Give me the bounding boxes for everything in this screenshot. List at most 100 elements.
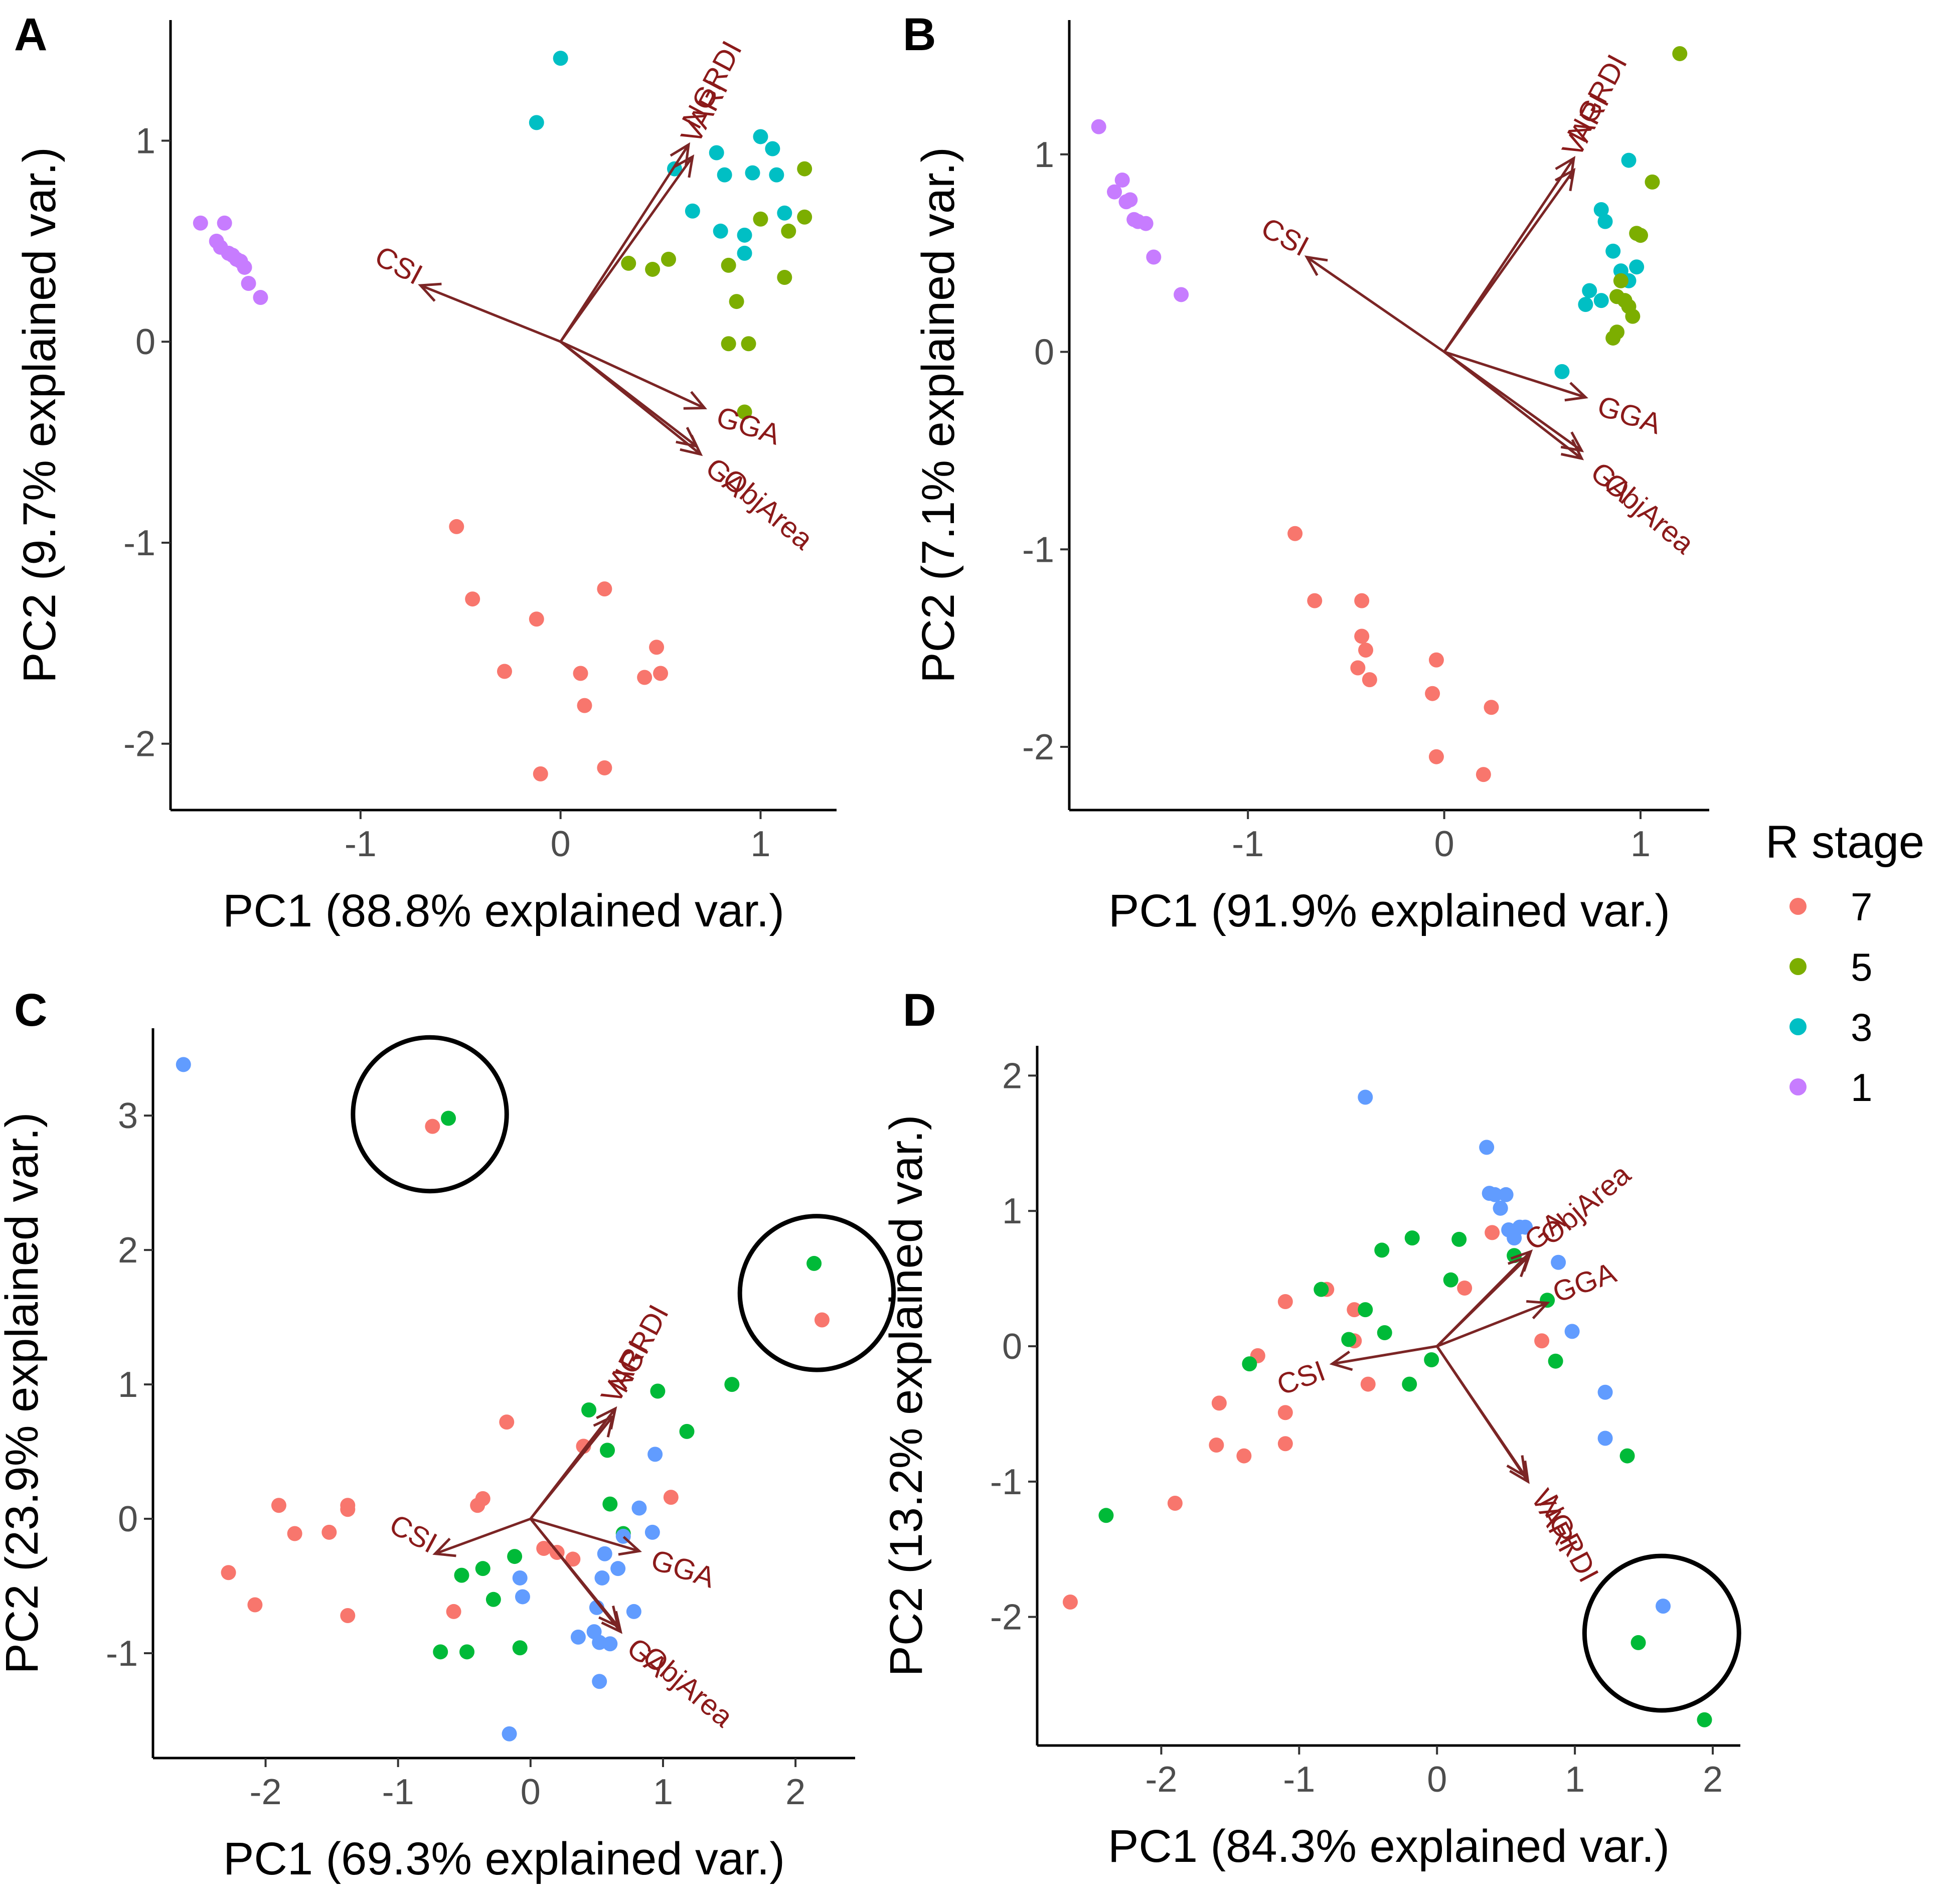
data-point — [529, 115, 544, 130]
loading-arrow-csi — [1307, 256, 1445, 353]
data-point — [777, 269, 792, 285]
y-axis-title: PC2 (23.9% explained var.) — [0, 1113, 48, 1674]
data-point — [287, 1526, 302, 1541]
data-point — [721, 336, 736, 352]
data-point — [433, 1644, 448, 1660]
loading-arrow-gga — [560, 340, 705, 409]
data-point — [221, 1565, 236, 1580]
data-point — [1619, 1448, 1635, 1464]
series-5 — [621, 161, 812, 420]
y-tick-label: 2 — [118, 1230, 138, 1271]
data-point — [1597, 1431, 1613, 1446]
data-point — [1377, 1325, 1392, 1341]
data-point — [1211, 1395, 1227, 1411]
data-point — [502, 1726, 517, 1741]
data-point — [1360, 1376, 1376, 1392]
panel-a: -1 0 1 -2 -1 0 1 PC1 (88.8% explained var.) PC2 … — [14, 9, 837, 936]
x-tick-label: 2 — [785, 1772, 805, 1812]
data-point — [647, 1447, 663, 1462]
loading-arrowhead — [596, 1406, 617, 1430]
series-7 — [221, 1119, 830, 1623]
y-tick-label: 1 — [1002, 1191, 1022, 1231]
data-point — [797, 209, 812, 225]
data-point — [1629, 259, 1645, 275]
loading-arrow-objarea — [1443, 351, 1582, 460]
data-point — [1358, 1302, 1373, 1318]
highlight-circle — [351, 1035, 509, 1194]
data-point — [685, 203, 700, 219]
y-tick-label: -2 — [123, 724, 155, 764]
panel-b: -1 0 1 -2 -1 0 1 PC1 (91.9% explained var.) PC2 … — [903, 9, 1709, 936]
data-point — [1457, 1280, 1473, 1296]
data-point — [1287, 526, 1303, 541]
data-point — [529, 611, 544, 627]
data-point — [631, 1500, 647, 1516]
data-point — [1593, 202, 1609, 217]
x-tick-label: 0 — [1427, 1760, 1447, 1800]
data-point — [1633, 228, 1649, 243]
y-tick-label: 0 — [118, 1499, 138, 1539]
x-tick-label: -2 — [250, 1772, 282, 1812]
loading-arrowhead — [1526, 1300, 1550, 1320]
data-point — [570, 1629, 586, 1645]
data-point — [1209, 1437, 1224, 1453]
data-point — [1630, 1635, 1646, 1650]
data-point — [1098, 1508, 1114, 1523]
x-axis-title: PC1 (69.3% explained var.) — [223, 1833, 785, 1884]
loading-arrowhead — [418, 282, 442, 302]
data-point — [1613, 273, 1628, 288]
data-point — [1493, 1200, 1508, 1216]
data-point — [1307, 593, 1323, 608]
data-point — [729, 294, 744, 309]
loading-arrowhead — [1304, 255, 1328, 276]
loading-arrowhead — [1560, 439, 1584, 460]
y-tick-label: -1 — [106, 1634, 138, 1674]
y-tick-label: 3 — [118, 1096, 138, 1136]
x-tick-label: 1 — [653, 1772, 673, 1812]
data-point — [573, 666, 588, 681]
data-point — [1451, 1231, 1467, 1247]
data-point — [425, 1119, 440, 1134]
data-point — [253, 290, 268, 305]
loading-arrowhead — [1555, 155, 1576, 180]
data-point — [1443, 1272, 1458, 1288]
series-1 — [193, 215, 268, 305]
loading-arrowhead — [1510, 1249, 1533, 1272]
y-axis-title: PC2 (13.2% explained var.) — [881, 1115, 932, 1677]
series-7 — [449, 519, 669, 781]
data-point — [737, 245, 752, 261]
data-point — [1354, 628, 1370, 644]
x-tick-label: 1 — [750, 824, 770, 864]
data-point — [753, 211, 768, 227]
data-point — [1277, 1436, 1293, 1452]
x-tick-label: -1 — [1232, 824, 1264, 864]
data-point — [1424, 1352, 1439, 1367]
data-point — [193, 215, 208, 231]
data-point — [1621, 152, 1637, 168]
data-point — [597, 1546, 612, 1561]
data-point — [1597, 214, 1613, 229]
data-point — [717, 167, 732, 183]
data-point — [1107, 184, 1122, 200]
data-point — [1122, 192, 1138, 208]
data-point — [765, 141, 780, 156]
y-tick-label: 1 — [1034, 135, 1054, 175]
y-tick-label: 1 — [135, 121, 155, 161]
data-point — [1578, 297, 1593, 312]
data-point — [247, 1597, 263, 1613]
data-point — [806, 1255, 822, 1271]
data-point — [663, 1490, 679, 1505]
data-point — [533, 766, 548, 781]
data-point — [1374, 1242, 1390, 1258]
data-point — [1174, 287, 1189, 302]
x-tick-label: -2 — [1145, 1760, 1177, 1800]
legend-key-5 — [1789, 958, 1807, 975]
legend-key-1 — [1789, 1078, 1807, 1095]
data-point — [553, 51, 568, 66]
y-tick-label: -1 — [123, 523, 155, 563]
loading-arrowhead — [673, 154, 695, 178]
x-tick-label: 1 — [1630, 824, 1651, 864]
